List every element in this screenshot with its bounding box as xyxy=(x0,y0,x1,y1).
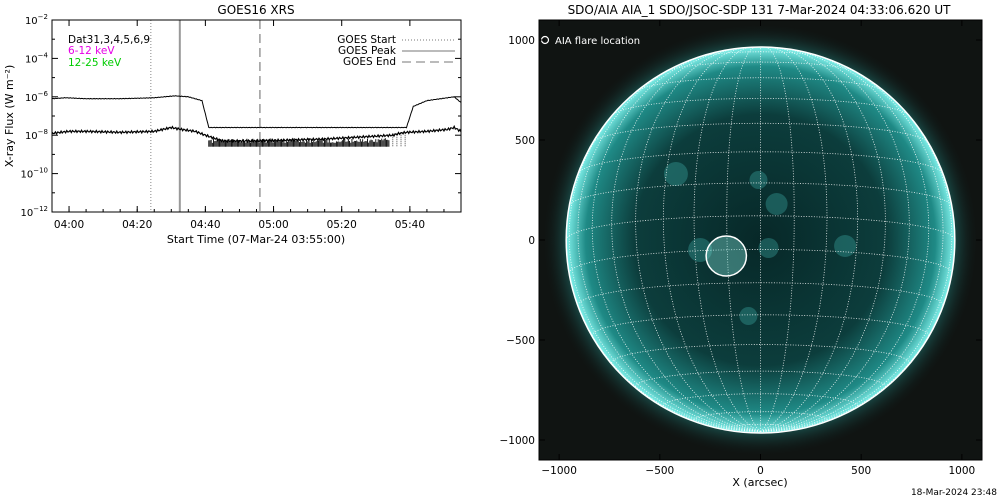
goes-x-tick-label: 04:40 xyxy=(190,219,220,231)
footer-timestamp: 18-Mar-2024 23:48 xyxy=(911,488,997,498)
aia-y-tick-label: 500 xyxy=(515,135,535,147)
aia-y-tick-label: 1000 xyxy=(508,35,535,47)
aia-y-tick-label: −1000 xyxy=(499,435,535,447)
active-region-glow xyxy=(749,171,767,189)
active-region-glow xyxy=(759,238,779,258)
active-region-glow xyxy=(834,235,856,257)
solar-disk-body xyxy=(566,47,955,433)
energy-band-low: 6-12 keV xyxy=(68,45,115,57)
goes-y-tick-label: 10−10 xyxy=(20,167,48,181)
legend-goes-end-label: GOES End xyxy=(343,56,396,68)
goes-x-tick-label: 05:20 xyxy=(327,219,357,231)
active-region-glow xyxy=(739,307,757,325)
goes-x-tick-label: 05:00 xyxy=(258,219,288,231)
aia-y-tick-label: 0 xyxy=(528,235,535,247)
goes-x-tick-label: 05:40 xyxy=(395,219,425,231)
goes-y-tick-label: 10−12 xyxy=(20,205,48,219)
goes-y-tick-label: 10−8 xyxy=(25,128,48,142)
energy-band-high: 12-25 keV xyxy=(68,57,122,69)
goes-series-long xyxy=(52,96,461,128)
aia-x-tick-label: −500 xyxy=(645,465,674,477)
aia-x-tick-label: 500 xyxy=(851,465,871,477)
aia-image-panel: SDO/AIA AIA_1 SDO/JSOC-SDP 131 7-Mar-202… xyxy=(499,3,982,489)
aia-legend: AIA flare location xyxy=(542,36,641,47)
goes-legend: GOES Start GOES Peak GOES End xyxy=(337,34,455,68)
aia-x-axis-label: X (arcsec) xyxy=(732,476,787,489)
aia-y-tick-label: −500 xyxy=(506,335,535,347)
goes-y-axis-label: X-ray Flux (W m⁻²) xyxy=(3,65,16,167)
solar-disk xyxy=(543,24,978,456)
goes-xrs-panel: GOES16 XRS X-ray Flux (W m⁻²) Start Time… xyxy=(3,3,461,246)
active-region-glow xyxy=(664,162,688,186)
goes-chart-title: GOES16 XRS xyxy=(217,3,294,17)
goes-x-tick-label: 04:20 xyxy=(122,219,152,231)
aia-image-title: SDO/AIA AIA_1 SDO/JSOC-SDP 131 7-Mar-202… xyxy=(568,3,952,17)
goes-y-tick-label: 10−6 xyxy=(25,90,49,104)
active-region-glow xyxy=(766,193,788,215)
aia-x-tick-label: −1000 xyxy=(541,465,577,477)
goes-y-tick-label: 10−2 xyxy=(25,13,48,27)
goes-x-axis-label: Start Time (07-Mar-24 03:55:00) xyxy=(167,233,345,246)
aia-x-tick-label: 1000 xyxy=(948,465,975,477)
flare-legend-label: AIA flare location xyxy=(555,36,640,47)
goes-x-tick-label: 04:00 xyxy=(54,219,84,231)
goes-y-tick-label: 10−4 xyxy=(25,51,49,65)
